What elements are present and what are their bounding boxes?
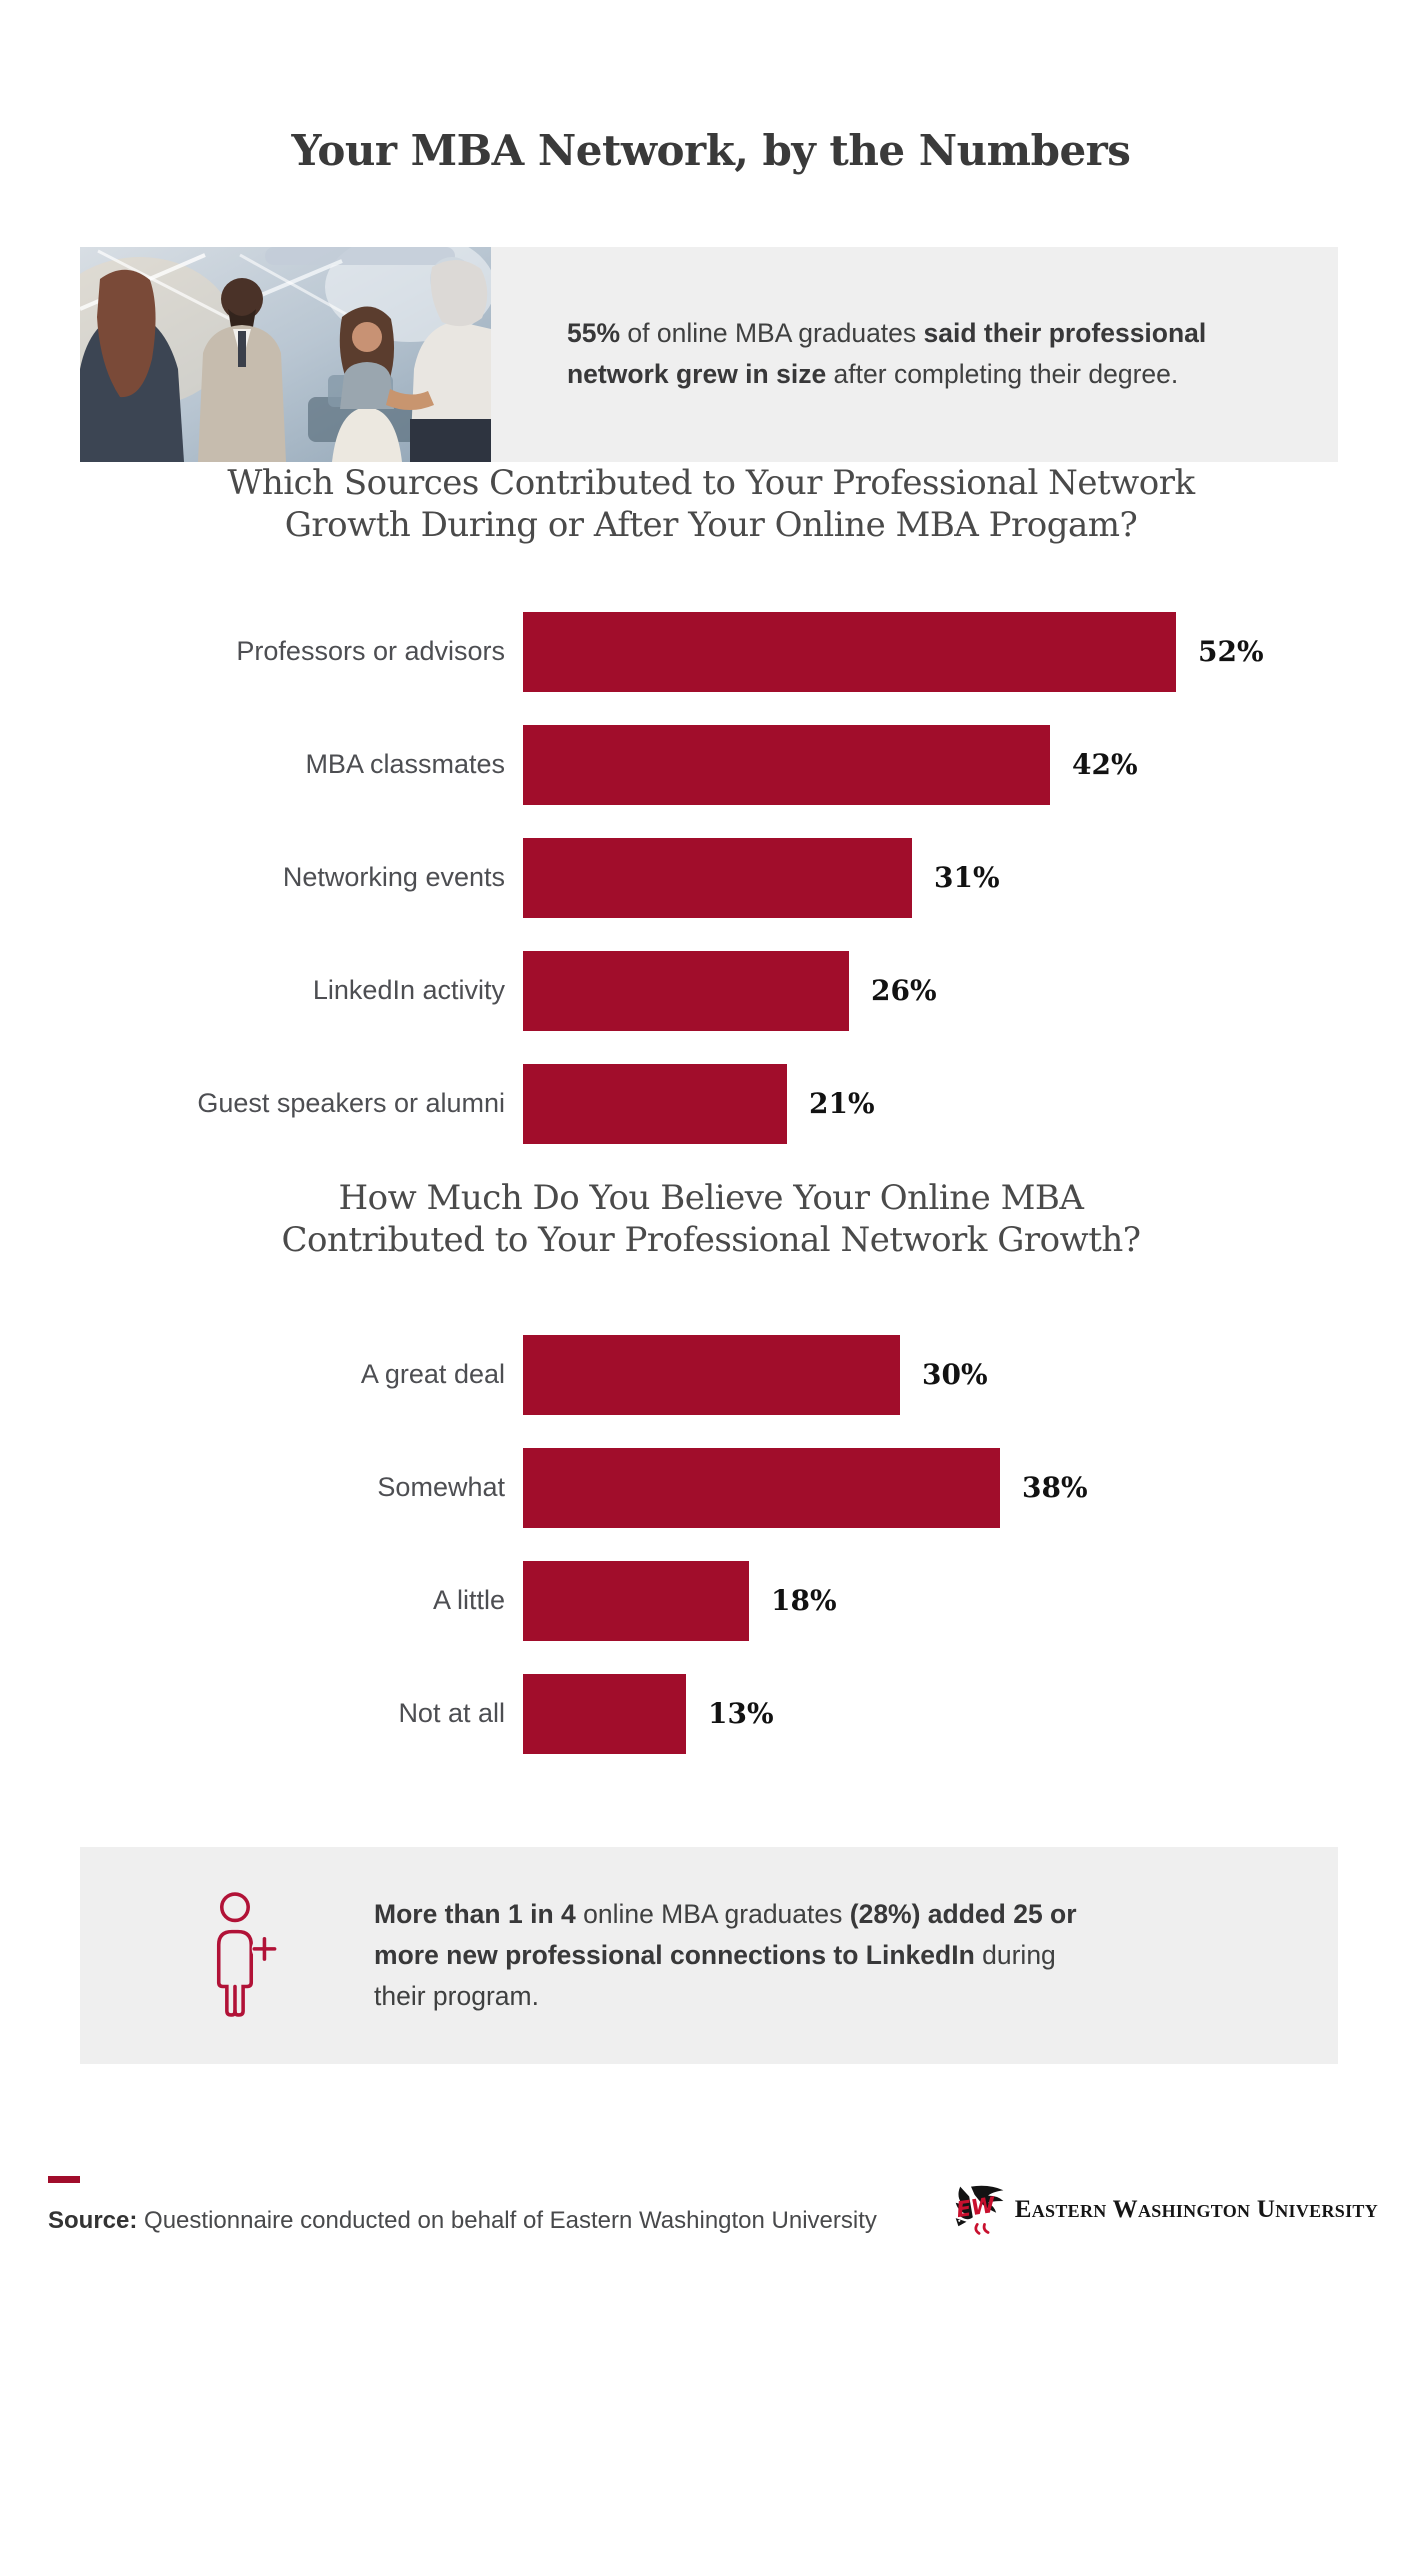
bar-value: 21%: [809, 1087, 875, 1121]
bar-label: Not at all: [398, 1698, 505, 1729]
bar: [523, 1673, 686, 1754]
infographic: Your MBA Network, by the Numbers: [0, 126, 1422, 2237]
bar-label: Guest speakers or alumni: [197, 1088, 505, 1119]
bar-row: A great deal 30%: [80, 1334, 1422, 1415]
bar: [523, 1447, 1000, 1528]
bar: [523, 950, 849, 1031]
bar-row: Professors or advisors 52%: [80, 611, 1422, 692]
top-stat-callout: 55% of online MBA graduates said their p…: [80, 246, 1338, 462]
bar-row: MBA classmates 42%: [80, 724, 1422, 805]
bar-value: 38%: [1022, 1471, 1088, 1505]
bar-label: Professors or advisors: [236, 636, 505, 667]
ewu-logo: EW Eastern Washington University: [953, 2183, 1378, 2237]
bar-value: 31%: [934, 861, 1000, 895]
networking-photo: [80, 246, 491, 462]
source-text: Questionnaire conducted on behalf of Eas…: [144, 2206, 877, 2234]
networking-photo-illustration: [80, 246, 491, 462]
bar-label: Networking events: [282, 862, 505, 893]
bar-label: A little: [432, 1585, 505, 1616]
svg-text:EW: EW: [955, 2192, 998, 2222]
bottom-stat-text: More than 1 in 4 online MBA graduates (2…: [374, 1898, 1077, 2011]
source-label: Source:: [48, 2206, 138, 2234]
bar-row: Not at all 13%: [80, 1673, 1422, 1754]
bar-label: MBA classmates: [305, 749, 505, 780]
bar-value: 26%: [871, 974, 937, 1008]
person-plus-icon: [190, 1891, 282, 2019]
bar-value: 30%: [922, 1358, 988, 1392]
bar-label: Somewhat: [377, 1472, 505, 1503]
bar-value: 18%: [771, 1584, 837, 1618]
belief-chart-title: How Much Do You Believe Your Online MBA C…: [281, 1177, 1142, 1260]
bar-label: A great deal: [360, 1359, 505, 1390]
bar-row: Guest speakers or alumni 21%: [80, 1063, 1422, 1144]
bar-label: LinkedIn activity: [312, 975, 505, 1006]
belief-chart-bars: A great deal 30% Somewhat 38% A little 18% Not…: [80, 1334, 1422, 1754]
bar-row: Somewhat 38%: [80, 1447, 1422, 1528]
page-title: Your MBA Network, by the Numbers: [291, 126, 1131, 175]
bar: [523, 837, 912, 918]
bar: [523, 611, 1176, 692]
red-dash-divider: [48, 2175, 80, 2183]
ewu-logo-text: Eastern Washington University: [1014, 2195, 1378, 2223]
bar-row: Networking events 31%: [80, 837, 1422, 918]
bar: [523, 1560, 749, 1641]
bar: [523, 1063, 787, 1144]
bottom-stat-callout: More than 1 in 4 online MBA graduates (2…: [80, 1846, 1338, 2064]
bar-row: A little 18%: [80, 1560, 1422, 1641]
bar-row: LinkedIn activity 26%: [80, 950, 1422, 1031]
footer: Source: Questionnaire conducted on behal…: [48, 2175, 1378, 2237]
sources-chart: Which Sources Contributed to Your Profes…: [0, 462, 1422, 1144]
belief-chart: How Much Do You Believe Your Online MBA C…: [0, 1177, 1422, 1754]
bar-value: 42%: [1072, 748, 1138, 782]
bar: [523, 1334, 900, 1415]
person-plus-icon-svg: [216, 1892, 278, 2017]
bar: [523, 724, 1050, 805]
ewu-eagle-icon: EW: [955, 2185, 1004, 2235]
bar-value: 13%: [708, 1697, 774, 1731]
top-stat-text: 55% of online MBA graduates said their p…: [567, 318, 1207, 390]
bar-value: 52%: [1198, 635, 1264, 669]
source-note: Source: Questionnaire conducted on behal…: [48, 2207, 877, 2235]
sources-chart-bars: Professors or advisors 52% MBA classmates 4…: [80, 611, 1422, 1144]
sources-chart-title: Which Sources Contributed to Your Profes…: [227, 462, 1195, 545]
